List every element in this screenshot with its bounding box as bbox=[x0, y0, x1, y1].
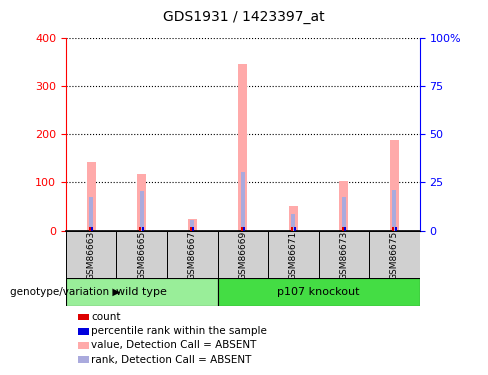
FancyBboxPatch shape bbox=[117, 231, 167, 279]
FancyBboxPatch shape bbox=[66, 231, 117, 279]
Text: GSM86667: GSM86667 bbox=[188, 230, 197, 280]
Bar bbox=[390, 140, 399, 231]
Bar bbox=[291, 214, 295, 231]
Bar bbox=[238, 64, 247, 231]
Text: value, Detection Call = ABSENT: value, Detection Call = ABSENT bbox=[91, 340, 257, 350]
Bar bbox=[289, 206, 298, 231]
Bar bbox=[342, 227, 344, 231]
Bar bbox=[89, 227, 91, 231]
Bar bbox=[241, 172, 245, 231]
Text: percentile rank within the sample: percentile rank within the sample bbox=[91, 326, 267, 336]
Bar bbox=[140, 191, 144, 231]
Text: GSM86665: GSM86665 bbox=[137, 230, 146, 280]
Bar bbox=[192, 227, 194, 231]
FancyBboxPatch shape bbox=[167, 231, 218, 279]
Bar bbox=[243, 227, 245, 231]
Text: GSM86673: GSM86673 bbox=[339, 230, 348, 280]
FancyBboxPatch shape bbox=[218, 278, 420, 306]
Bar bbox=[241, 227, 243, 231]
Bar bbox=[137, 174, 146, 231]
Bar bbox=[342, 197, 346, 231]
Text: GSM86675: GSM86675 bbox=[390, 230, 399, 280]
Bar bbox=[86, 162, 96, 231]
Text: GSM86663: GSM86663 bbox=[87, 230, 96, 280]
Text: wild type: wild type bbox=[116, 286, 167, 297]
FancyBboxPatch shape bbox=[218, 231, 268, 279]
FancyBboxPatch shape bbox=[268, 231, 319, 279]
Text: GSM86671: GSM86671 bbox=[289, 230, 298, 280]
Bar bbox=[395, 227, 397, 231]
Text: count: count bbox=[91, 312, 121, 322]
Bar bbox=[188, 219, 197, 231]
Bar bbox=[91, 227, 93, 231]
Bar bbox=[392, 227, 394, 231]
Text: p107 knockout: p107 knockout bbox=[277, 286, 360, 297]
Text: rank, Detection Call = ABSENT: rank, Detection Call = ABSENT bbox=[91, 355, 252, 364]
FancyBboxPatch shape bbox=[319, 231, 369, 279]
Bar bbox=[339, 182, 348, 231]
Bar bbox=[140, 227, 142, 231]
Text: GDS1931 / 1423397_at: GDS1931 / 1423397_at bbox=[163, 10, 325, 24]
Text: genotype/variation ▶: genotype/variation ▶ bbox=[10, 286, 120, 297]
FancyBboxPatch shape bbox=[369, 231, 420, 279]
Text: GSM86669: GSM86669 bbox=[238, 230, 247, 280]
Bar bbox=[293, 227, 296, 231]
FancyBboxPatch shape bbox=[66, 278, 218, 306]
Bar bbox=[190, 219, 194, 231]
Bar bbox=[291, 227, 293, 231]
Bar bbox=[190, 227, 192, 231]
Bar bbox=[392, 190, 396, 231]
Bar bbox=[89, 197, 93, 231]
Bar bbox=[142, 227, 144, 231]
Bar bbox=[344, 227, 346, 231]
